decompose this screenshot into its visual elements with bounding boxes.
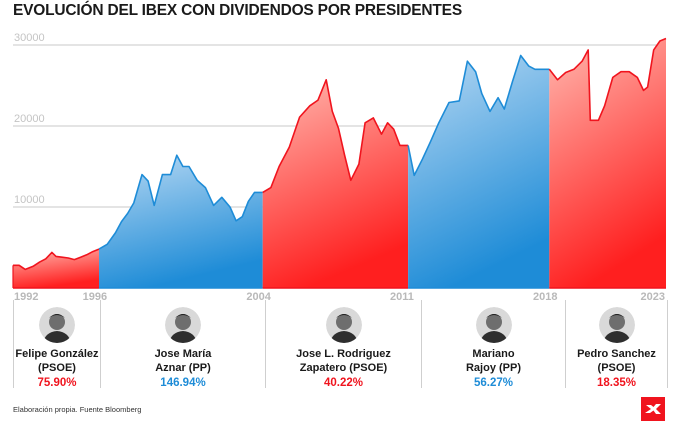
president-return: 146.94%: [160, 377, 206, 389]
portrait-felipe-gonzalez-icon: [39, 307, 75, 343]
line-psoe: [13, 248, 100, 271]
x-tick-label: 2023: [641, 291, 665, 300]
president-card: Jose L. Rodriguez Zapatero (PSOE) 40.22%: [265, 300, 421, 389]
x-tick-label: 2011: [390, 291, 414, 300]
portrait-zapatero-icon: [325, 307, 362, 343]
line-pp: [98, 154, 263, 250]
x-tick-label: 2018: [533, 291, 557, 300]
presidents-panel: Felipe González (PSOE) 75.90% Jose María…: [0, 300, 674, 390]
president-card: Mariano Rajoy (PP) 56.27%: [421, 300, 565, 389]
source-note: Elaboración propia. Fuente Bloomberg: [13, 405, 142, 414]
y-tick-label: 30000: [14, 32, 45, 44]
x-tick-label: 1992: [14, 291, 38, 300]
area-pp: [408, 55, 550, 288]
president-name-line2: Zapatero (PSOE): [299, 362, 388, 374]
president-card: Jose María Aznar (PP) 146.94%: [100, 300, 265, 389]
president-name-line2: Aznar (PP): [155, 362, 211, 374]
president-name-line1: Felipe González: [15, 348, 99, 360]
president-name-line1: Jose L. Rodriguez: [296, 348, 391, 360]
area-psoe: [549, 38, 666, 288]
president-name-line1: Mariano: [472, 348, 515, 360]
portrait-jose-maria-aznar-icon: [165, 307, 201, 343]
chart-title: EVOLUCIÓN DEL IBEX CON DIVIDENDOS POR PR…: [13, 2, 462, 19]
president-card: Pedro Sanchez (PSOE) 18.35%: [565, 300, 668, 389]
y-tick-label: 10000: [14, 194, 45, 206]
axis-labels: 10000 20000 30000 1992 1996 2004 2011 2018 2023: [14, 32, 665, 300]
line-psoe: [262, 79, 409, 194]
brand-x-logo-icon: [641, 397, 665, 421]
y-tick-label: 20000: [14, 113, 45, 125]
areas: [12, 37, 667, 289]
portrait-mariano-rajoy-icon: [475, 307, 512, 343]
portrait-pedro-sanchez-icon: [598, 307, 635, 343]
area-pp: [99, 155, 263, 288]
x-tick-label: 2004: [246, 291, 271, 300]
president-return: 40.22%: [323, 377, 363, 389]
president-name-line2: (PSOE): [38, 362, 76, 374]
president-return: 18.35%: [596, 377, 636, 389]
ibex-area-chart: 10000 20000 30000 1992 1996 2004 2011 2018 2023: [12, 32, 667, 300]
x-tick-label: 1996: [83, 291, 107, 300]
area-psoe: [262, 79, 409, 288]
president-name-line1: Pedro Sanchez: [577, 348, 656, 360]
president-return: 56.27%: [473, 377, 513, 389]
line-pp: [407, 54, 550, 177]
line-psoe: [548, 37, 667, 122]
president-name-line1: Jose María: [154, 348, 212, 360]
president-name-line2: Rajoy (PP): [465, 362, 521, 374]
president-return: 75.90%: [37, 377, 77, 389]
president-card: Felipe González (PSOE) 75.90%: [13, 300, 100, 389]
president-name-line2: (PSOE): [597, 362, 636, 374]
